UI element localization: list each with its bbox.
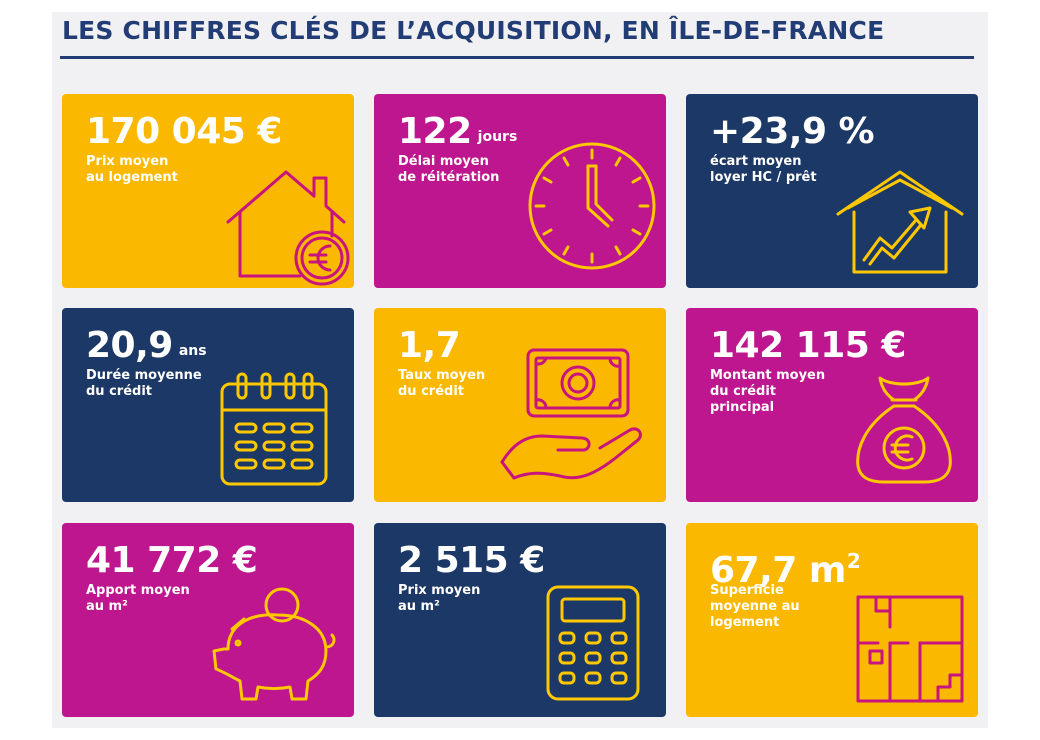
tile-label: Délai moyen de réitération	[398, 154, 500, 185]
tile-label: Prix moyen au logement	[86, 154, 178, 185]
tile-unit: ans	[178, 343, 207, 359]
tile-value: 20,9 ans	[86, 325, 207, 366]
tile-value: 170 045 €	[86, 111, 282, 152]
tile-value: 142 115 €	[710, 325, 906, 366]
tile-label: Durée moyenne du crédit	[86, 368, 202, 399]
calendar-icon	[218, 370, 330, 490]
tile-value: 1,7	[398, 325, 461, 366]
tile-prix-moyen-m2: 2 515 € Prix moyen au m²	[374, 523, 666, 717]
tile-ecart-loyer: +23,9 % écart moyen loyer HC / prêt	[686, 94, 978, 288]
tile-unit: jours	[477, 129, 518, 145]
tile-value: 122 jours	[398, 111, 518, 152]
money-bag-icon	[854, 370, 954, 488]
tile-label: Prix moyen au m²	[398, 583, 481, 614]
tile-value: 2 515 €	[398, 540, 545, 581]
page-title: LES CHIFFRES CLÉS DE L’ACQUISITION, EN Î…	[62, 16, 885, 45]
tile-duree-credit: 20,9 ans Durée moyenne du crédit	[62, 308, 354, 502]
house-euro-icon	[222, 166, 352, 286]
tile-value: 41 772 €	[86, 540, 258, 581]
tile-prix-moyen-logement: 170 045 € Prix moyen au logement	[62, 94, 354, 288]
hand-banknote-icon	[498, 344, 646, 492]
tile-label: Superficie moyenne au logement	[710, 583, 800, 630]
tile-label: Taux moyen du crédit	[398, 368, 486, 399]
tile-value: 67,7 m2	[710, 549, 861, 591]
floor-plan-icon	[854, 593, 966, 705]
tile-label: écart moyen loyer HC / prêt	[710, 154, 817, 185]
tile-montant-credit: 142 115 € Montant moyen du crédit princi…	[686, 308, 978, 502]
piggy-bank-icon	[208, 585, 340, 707]
house-growth-icon	[834, 168, 966, 278]
clock-icon	[524, 138, 660, 274]
tile-apport-moyen: 41 772 € Apport moyen au m²	[62, 523, 354, 717]
title-underline	[60, 56, 974, 59]
tile-superficie: 67,7 m2 Superficie moyenne au logement	[686, 523, 978, 717]
calculator-icon	[544, 583, 642, 703]
tile-value: +23,9 %	[710, 111, 875, 152]
tile-taux-credit: 1,7 Taux moyen du crédit	[374, 308, 666, 502]
tile-delai-reiteration: 122 jours Délai moyen de réitération	[374, 94, 666, 288]
tile-superscript: 2	[846, 549, 861, 573]
tile-label: Montant moyen du crédit principal	[710, 368, 826, 415]
tile-label: Apport moyen au m²	[86, 583, 190, 614]
